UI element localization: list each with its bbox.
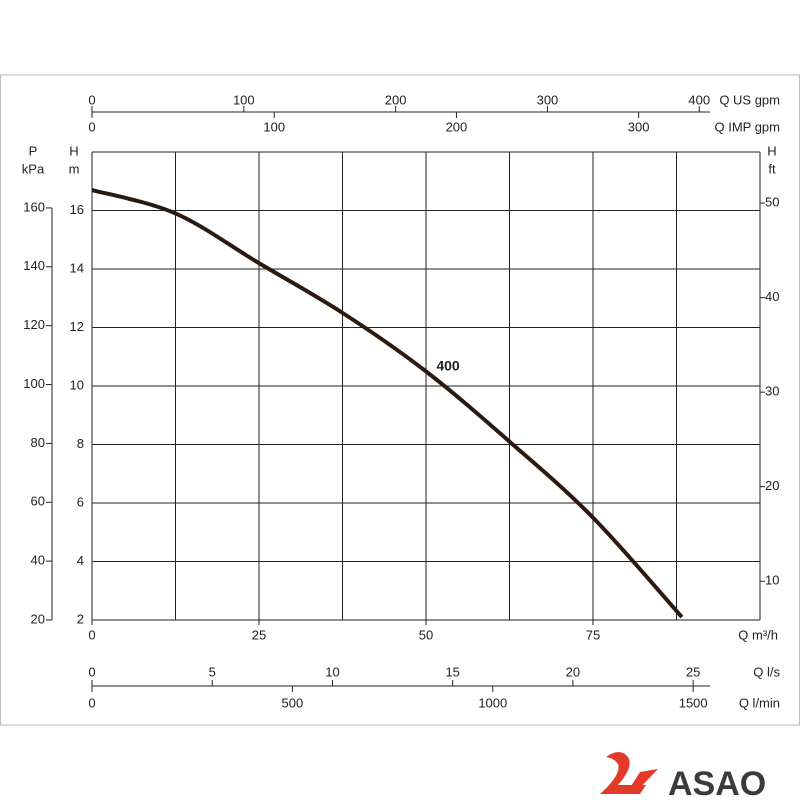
p-axis-label: P [29,143,38,158]
y-tick-label: 2 [77,611,84,626]
p-tick-label: 40 [31,553,45,568]
x-tick-label: 50 [419,627,433,642]
p-axis-unit: kPa [22,161,45,176]
p-tick-label: 20 [31,611,45,626]
logo-icon [626,769,658,794]
q-tick-label: 500 [282,695,304,710]
q-tick-label: 0 [88,119,95,134]
pump-curve [91,188,684,619]
q-axis-label: Q l/min [739,695,780,710]
ft-tick-label: 50 [765,194,779,209]
ft-axis-unit: ft [768,161,776,176]
q-axis-label: Q l/s [753,664,780,679]
logo: ASAO [600,752,766,800]
q-tick-label: 25 [686,664,700,679]
y-tick-label: 6 [77,494,84,509]
q-tick-label: 1500 [679,695,708,710]
p-tick-label: 100 [23,376,45,391]
curve-label: 400 [436,358,460,374]
q-tick-label: 0 [88,664,95,679]
ft-tick-label: 30 [765,384,779,399]
logo-text: ASAO [668,765,766,800]
q-tick-label: 1000 [478,695,507,710]
x-tick-label: 75 [586,627,600,642]
q-tick-label: 300 [628,119,650,134]
y-tick-label: 10 [70,377,84,392]
x-tick-label: 0 [88,627,95,642]
y-axis-unit: m [69,161,80,176]
p-tick-label: 120 [23,317,45,332]
q-tick-label: 20 [566,664,580,679]
frame [0,74,800,726]
q-tick-label: 15 [445,664,459,679]
x-tick-label: 25 [252,627,266,642]
ft-axis-label: H [767,143,776,158]
logo-icon [600,752,646,794]
q-tick-label: 100 [233,92,255,107]
q-tick-label: 200 [385,92,407,107]
q-tick-label: 5 [209,664,216,679]
q-axis-label: Q IMP gpm [714,119,780,134]
q-tick-label: 10 [325,664,339,679]
y-tick-label: 8 [77,436,84,451]
y-tick-label: 16 [70,202,84,217]
p-tick-label: 60 [31,494,45,509]
q-tick-label: 0 [88,695,95,710]
q-tick-label: 100 [263,119,285,134]
p-tick-label: 80 [31,435,45,450]
y-axis-label: H [69,143,78,158]
q-tick-label: 300 [537,92,559,107]
y-tick-label: 14 [70,260,84,275]
q-tick-label: 400 [688,92,710,107]
ft-tick-label: 40 [765,289,779,304]
x-axis-label: Q m³/h [738,627,778,642]
q-tick-label: 200 [446,119,468,134]
ft-tick-label: 20 [765,478,779,493]
q-axis-label: Q US gpm [719,92,780,107]
ft-tick-label: 10 [765,573,779,588]
p-tick-label: 160 [23,199,45,214]
y-tick-label: 4 [77,553,84,568]
y-tick-label: 12 [70,319,84,334]
p-tick-label: 140 [23,258,45,273]
q-tick-label: 0 [88,92,95,107]
